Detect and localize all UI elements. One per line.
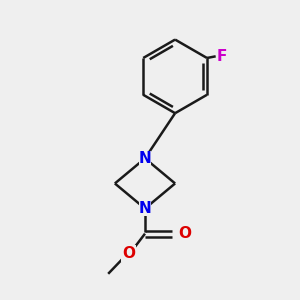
Text: N: N — [139, 201, 152, 216]
Text: N: N — [139, 151, 152, 166]
Text: F: F — [216, 49, 227, 64]
Text: O: O — [122, 246, 135, 261]
Text: O: O — [178, 226, 191, 241]
